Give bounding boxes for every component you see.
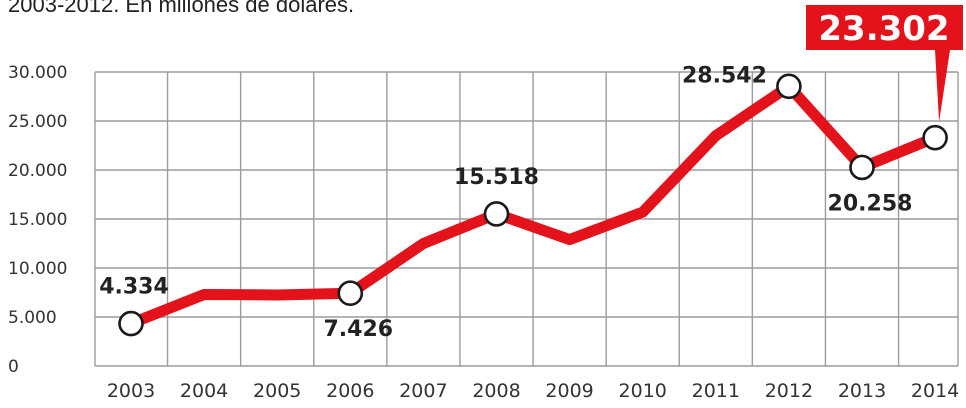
series-line (125, 80, 941, 330)
y-tick-label: 0 (8, 357, 19, 377)
data-label: 7.426 (324, 317, 394, 342)
data-label: 28.542 (682, 63, 767, 88)
y-tick-label: 5.000 (8, 308, 57, 328)
data-labels: 4.334 7.426 15.518 28.542 20.258 (99, 63, 912, 342)
y-tick-label: 20.000 (8, 161, 67, 181)
highlight-callout: 23.302 (806, 5, 963, 122)
x-tick-label: 2014 (911, 380, 959, 402)
x-tick-label: 2008 (472, 380, 520, 402)
data-label: 15.518 (454, 165, 539, 190)
y-tick-label: 10.000 (8, 259, 67, 279)
data-point-marker (118, 310, 144, 337)
x-tick-label: 2004 (180, 380, 228, 402)
y-axis-ticks: 0 5.000 10.000 15.000 20.000 25.000 30.000 (8, 63, 67, 377)
y-tick-label: 15.000 (8, 210, 67, 230)
x-tick-label: 2005 (253, 380, 301, 402)
x-axis-ticks: 2003 2004 2005 2006 2007 2008 2009 2010 2011 2012… (107, 380, 959, 402)
y-tick-label: 30.000 (8, 63, 67, 83)
x-tick-label: 2009 (545, 380, 593, 402)
data-point-marker (337, 280, 364, 307)
chart-subtitle: 2003-2012. En millones de dólares. (8, 0, 354, 17)
data-point-marker (922, 124, 948, 151)
data-label: 20.258 (828, 191, 913, 216)
x-tick-label: 2010 (619, 380, 667, 402)
x-tick-label: 2013 (838, 380, 886, 402)
y-tick-label: 25.000 (8, 112, 67, 132)
x-tick-label: 2012 (765, 380, 813, 402)
x-tick-label: 2011 (692, 380, 740, 402)
x-tick-label: 2003 (107, 380, 155, 402)
data-label: 4.334 (99, 275, 169, 300)
data-points (118, 73, 948, 337)
x-tick-label: 2006 (326, 380, 374, 402)
callout-value: 23.302 (818, 9, 949, 49)
data-point-marker (776, 73, 802, 100)
callout-box (806, 5, 963, 122)
grid (94, 71, 959, 367)
series-polyline (125, 80, 941, 330)
data-point-marker (483, 201, 510, 227)
x-tick-label: 2007 (399, 380, 447, 402)
data-point-marker (849, 154, 875, 181)
